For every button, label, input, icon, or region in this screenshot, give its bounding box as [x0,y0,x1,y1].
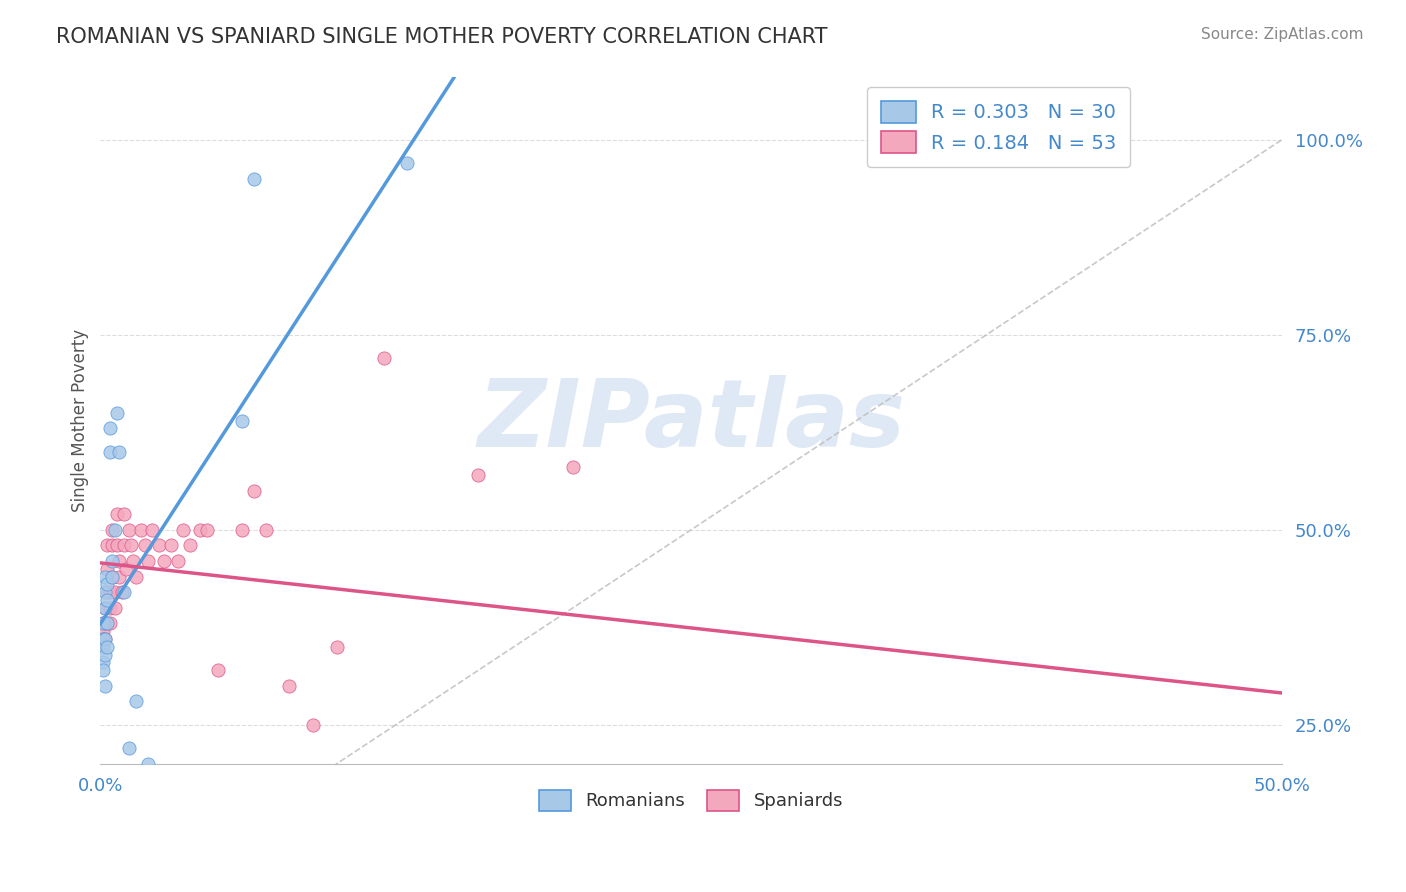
Point [103,585,125,599]
Point [91,616,114,631]
Point [373,351,395,366]
Point [91,640,114,654]
Point [103,523,125,537]
Point [118,523,141,537]
Text: ZIPatlas: ZIPatlas [477,375,905,467]
Point [148,796,170,810]
Point [108,445,131,459]
Point [98,600,121,615]
Point [105,538,128,552]
Point [231,523,253,537]
Point [148,538,170,552]
Point [134,538,156,552]
Point [112,507,135,521]
Point [94,632,117,646]
Point [98,585,121,599]
Point [302,718,325,732]
Point [125,694,148,708]
Point [195,523,218,537]
Point [188,523,211,537]
Point [98,421,121,435]
Point [96,585,118,599]
Point [91,656,114,670]
Point [172,523,194,537]
Point [103,600,125,615]
Point [561,460,583,475]
Point [94,600,117,615]
Point [101,569,124,583]
Point [94,616,117,631]
Point [136,554,159,568]
Point [91,663,114,677]
Point [96,616,118,631]
Point [94,648,117,662]
Point [96,640,118,654]
Point [110,585,132,599]
Point [153,554,176,568]
Point [91,632,114,646]
Point [231,414,253,428]
Point [118,741,141,756]
Point [96,577,118,591]
Point [96,616,118,631]
Point [94,585,117,599]
Point [167,554,190,568]
Legend: Romanians, Spaniards: Romanians, Spaniards [526,777,856,823]
Point [179,538,201,552]
Point [101,554,124,568]
Y-axis label: Single Mother Poverty: Single Mother Poverty [72,329,89,512]
Point [94,600,117,615]
Point [105,406,128,420]
Point [112,538,135,552]
Point [141,523,163,537]
Point [122,554,145,568]
Point [96,538,118,552]
Point [108,554,131,568]
Point [278,679,301,693]
Point [1035,835,1057,849]
Point [96,593,118,607]
Point [98,616,121,631]
Text: Source: ZipAtlas.com: Source: ZipAtlas.com [1201,27,1364,42]
Point [243,483,266,498]
Point [94,679,117,693]
Point [125,569,148,583]
Point [207,663,229,677]
Point [91,624,114,639]
Point [101,569,124,583]
Point [254,523,277,537]
Point [101,538,124,552]
Point [129,523,152,537]
Point [136,756,159,771]
Point [243,171,266,186]
Point [115,562,138,576]
Point [325,640,347,654]
Point [467,468,489,483]
Text: ROMANIAN VS SPANIARD SINGLE MOTHER POVERTY CORRELATION CHART: ROMANIAN VS SPANIARD SINGLE MOTHER POVER… [56,27,828,46]
Point [160,538,183,552]
Point [96,562,118,576]
Point [396,156,419,170]
Point [91,632,114,646]
Point [120,538,142,552]
Point [91,616,114,631]
Point [108,569,131,583]
Point [98,445,121,459]
Point [94,632,117,646]
Point [101,523,124,537]
Point [105,507,128,521]
Point [94,569,117,583]
Point [112,585,135,599]
